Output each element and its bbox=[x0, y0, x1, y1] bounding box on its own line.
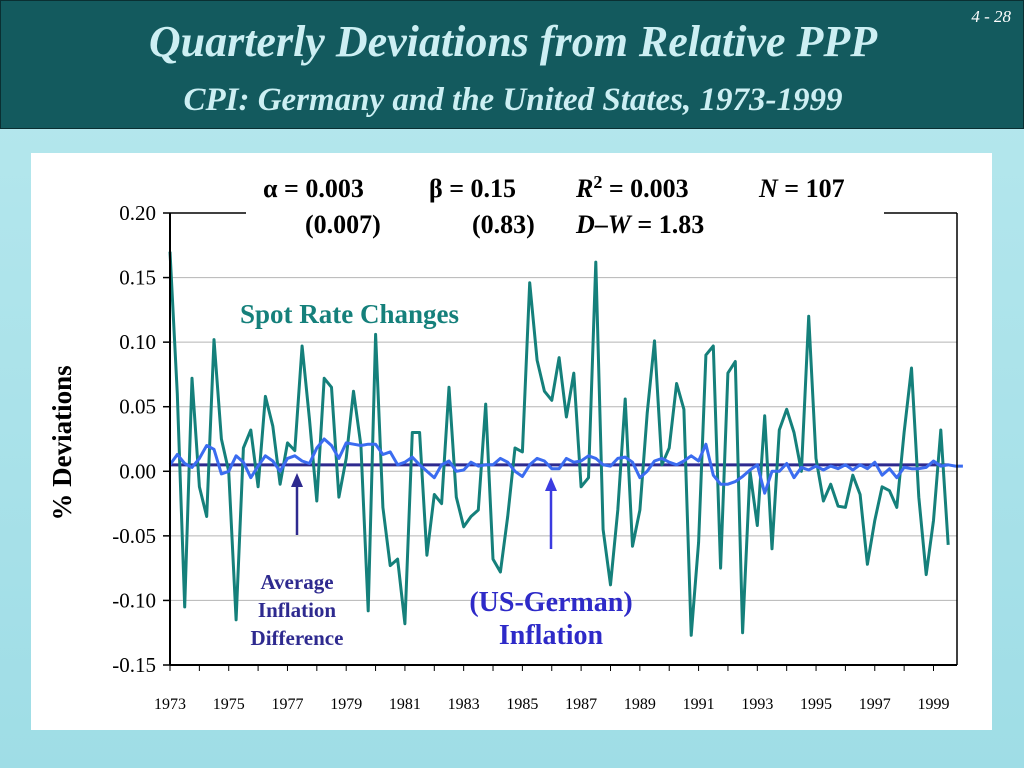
slide-number: 4 - 28 bbox=[971, 7, 1011, 26]
y-tick-label: 0.10 bbox=[119, 330, 156, 354]
stat-n-suffix: = 107 bbox=[778, 174, 845, 203]
stat-dw: D–W = 1.83 bbox=[575, 210, 704, 239]
annotation-spot-rate-changes: Spot Rate Changes bbox=[240, 299, 459, 329]
x-tick-label: 1979 bbox=[330, 696, 362, 713]
x-tick-label: 1999 bbox=[918, 696, 950, 713]
y-tick-label: -0.05 bbox=[112, 524, 156, 548]
arrow-inflation-head bbox=[545, 477, 557, 491]
annotation-average-line1: Average bbox=[260, 570, 333, 594]
y-axis: -0.15 -0.10 -0.05 0.00 0.05 0.10 0.15 0.20 bbox=[112, 201, 170, 677]
series-spot-rate-changes bbox=[168, 251, 950, 637]
y-tick-label: -0.15 bbox=[112, 653, 156, 677]
stat-beta-se: (0.83) bbox=[472, 210, 535, 239]
x-tick-label: 1989 bbox=[624, 696, 656, 713]
stat-alpha: α = 0.003 bbox=[263, 174, 364, 203]
y-tick-label: -0.10 bbox=[112, 588, 156, 612]
x-tick-label: 1985 bbox=[506, 696, 538, 713]
stat-r2-suffix: = 0.003 bbox=[602, 174, 688, 203]
series-group bbox=[168, 251, 963, 637]
x-tick-label: 1977 bbox=[271, 696, 303, 713]
y-tick-label: 0.20 bbox=[119, 201, 156, 225]
chart: -0.15 -0.10 -0.05 0.00 0.05 0.10 0.15 0.20 1973… bbox=[47, 171, 963, 713]
annotation-inflation-line2: Inflation bbox=[499, 620, 604, 651]
x-tick-label: 1975 bbox=[213, 696, 245, 713]
arrow-average-head bbox=[291, 473, 303, 487]
stat-beta: β = 0.15 bbox=[429, 174, 516, 203]
stat-dw-suffix: = 1.83 bbox=[631, 210, 704, 239]
annotation-average-line2: Inflation bbox=[258, 598, 337, 622]
stats-box bbox=[246, 171, 884, 241]
stat-r2-sup: 2 bbox=[593, 172, 602, 192]
x-tick-label: 1973 bbox=[154, 696, 186, 713]
x-tick-label: 1987 bbox=[565, 696, 597, 713]
annotation-average-line3: Difference bbox=[251, 626, 344, 650]
stat-dw-dash: – bbox=[594, 210, 609, 239]
stat-dw-d: D bbox=[575, 210, 595, 239]
stat-r2-prefix: R bbox=[575, 174, 593, 203]
x-tick-label: 1981 bbox=[389, 696, 421, 713]
x-axis: 1973 1975 1977 1979 1981 1983 1985 1987 1989 1991… bbox=[154, 665, 950, 713]
annotation-inflation-line1: (US-German) bbox=[469, 587, 632, 618]
y-tick-label: 0.00 bbox=[119, 459, 156, 483]
x-tick-label: 1997 bbox=[859, 696, 891, 713]
y-tick-label: 0.05 bbox=[119, 395, 156, 419]
stat-n: N = 107 bbox=[758, 174, 845, 203]
stat-r2: R2 = 0.003 bbox=[575, 172, 689, 203]
stat-dw-w: W bbox=[608, 210, 633, 239]
slide-subtitle: CPI: Germany and the United States, 1973… bbox=[183, 82, 843, 118]
slide-title: Quarterly Deviations from Relative PPP bbox=[148, 17, 878, 66]
plot-frame bbox=[169, 212, 958, 666]
x-tick-label: 1991 bbox=[683, 696, 715, 713]
x-tick-label: 1993 bbox=[741, 696, 773, 713]
title-banner: 4 - 28 Quarterly Deviations from Relativ… bbox=[0, 0, 1024, 129]
series-inflation-difference bbox=[168, 437, 963, 495]
stat-alpha-se: (0.007) bbox=[305, 210, 381, 239]
chart-panel: -0.15 -0.10 -0.05 0.00 0.05 0.10 0.15 0.20 1973… bbox=[31, 153, 992, 730]
x-tick-label: 1983 bbox=[448, 696, 480, 713]
y-axis-label: % Deviations bbox=[47, 365, 77, 520]
x-tick-label: 1995 bbox=[800, 696, 832, 713]
y-tick-label: 0.15 bbox=[119, 266, 156, 290]
stat-n-prefix: N bbox=[758, 174, 779, 203]
